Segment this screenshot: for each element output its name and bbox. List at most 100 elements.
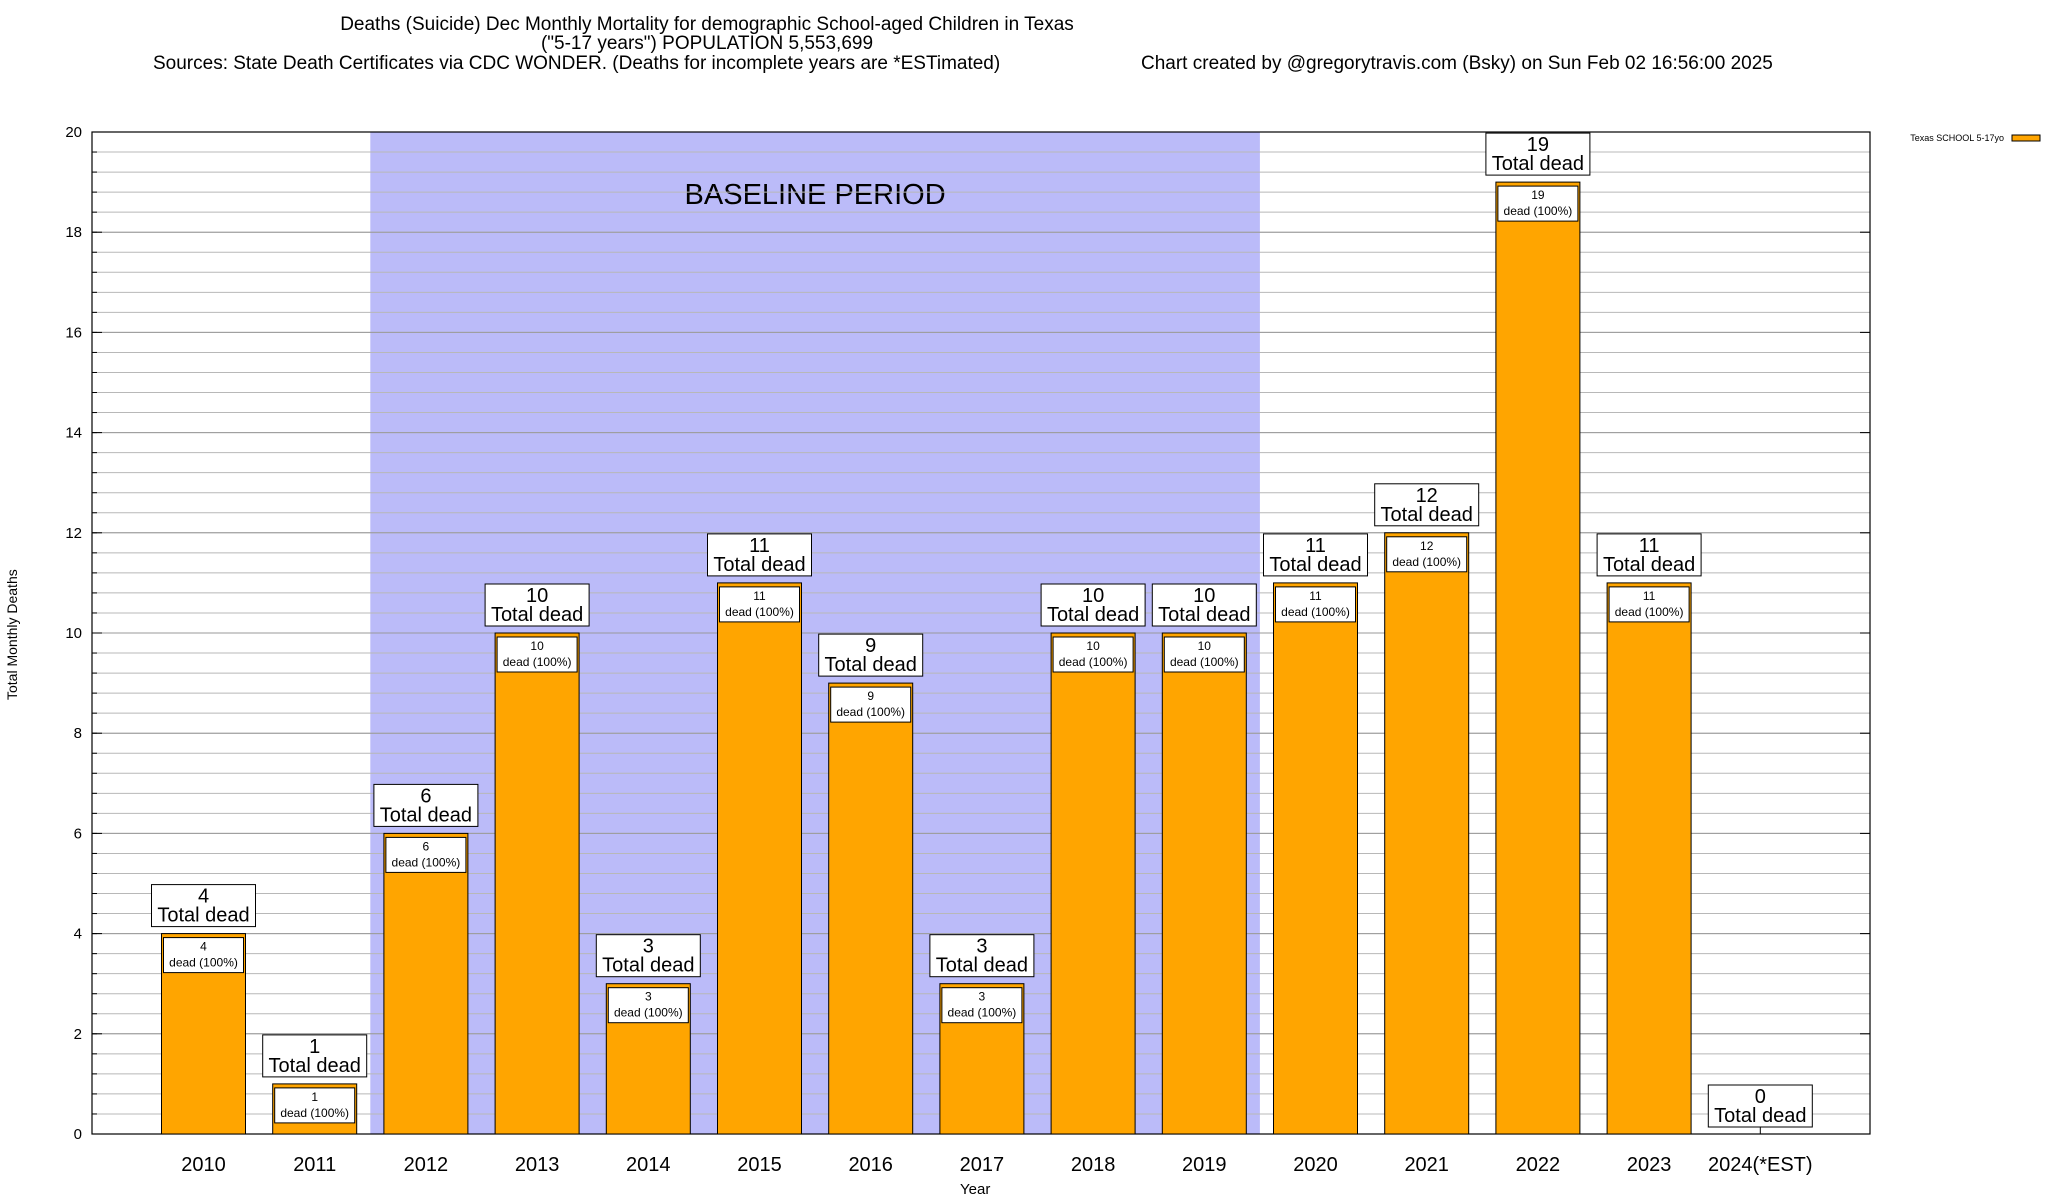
total-label-box (1485, 132, 1591, 176)
total-label-text: Total dead (936, 955, 1028, 977)
total-label-value: 10 (526, 585, 548, 607)
y-tick-label: 4 (74, 926, 82, 943)
total-label-box (373, 783, 479, 827)
y-tick-label: 12 (65, 525, 82, 542)
total-label-text: Total dead (1492, 153, 1584, 175)
inner-label-box (830, 686, 912, 723)
x-tick-label: 2012 (404, 1154, 449, 1176)
inner-label-box (607, 987, 689, 1024)
inner-label-box (1052, 636, 1134, 673)
inner-label-box (385, 836, 467, 873)
bar (1161, 632, 1247, 1135)
inner-label-value: 11 (1643, 589, 1656, 603)
inner-label-value: 10 (1086, 639, 1100, 653)
total-label-value: 4 (198, 886, 209, 908)
inner-label-box (1386, 536, 1468, 573)
total-label-box (929, 934, 1035, 978)
x-axis-label: Year (960, 1181, 991, 1198)
inner-label-value: 11 (1309, 589, 1322, 603)
inner-label-text: dead (100%) (169, 956, 238, 970)
bar (1606, 582, 1692, 1135)
bar (828, 682, 914, 1135)
bar (1273, 582, 1358, 1135)
total-label-value: 12 (1416, 485, 1438, 507)
bar (1495, 181, 1581, 1135)
x-tick-label: 2010 (181, 1154, 226, 1176)
total-label-box (595, 934, 701, 978)
total-label-text: Total dead (269, 1055, 361, 1077)
inner-label-box (1497, 185, 1579, 222)
x-tick-label: 2017 (960, 1154, 1005, 1176)
total-label-text: Total dead (602, 955, 694, 977)
bar (717, 582, 802, 1135)
inner-label-box (1275, 586, 1356, 623)
bar (383, 832, 469, 1135)
baseline-label: BASELINE PERIOD (685, 179, 946, 211)
x-tick-label: 2011 (293, 1154, 336, 1176)
x-tick-label: 2019 (1182, 1154, 1227, 1176)
y-tick-label: 18 (65, 224, 82, 241)
total-label-value: 11 (1639, 535, 1660, 557)
total-label-text: Total dead (1603, 554, 1695, 576)
inner-label-text: dead (100%) (1392, 555, 1461, 569)
inner-label-box (1163, 636, 1245, 673)
y-tick-label: 10 (65, 625, 82, 642)
inner-label-box (719, 586, 800, 623)
total-label-value: 6 (420, 785, 431, 807)
inner-label-box (1608, 586, 1690, 623)
bar (1050, 632, 1136, 1135)
inner-label-text: dead (100%) (1059, 655, 1128, 669)
total-label-text: Total dead (1269, 554, 1361, 576)
inner-label-value: 19 (1531, 188, 1545, 202)
total-label-text: Total dead (380, 804, 472, 826)
x-tick-label: 2022 (1516, 1154, 1561, 1176)
chart-subtitle: ("5-17 years") POPULATION 5,553,699 (540, 33, 874, 54)
inner-label-box (274, 1087, 356, 1124)
inner-label-value: 11 (753, 589, 766, 603)
y-tick-label: 2 (74, 1026, 82, 1043)
x-tick-label: 2014 (626, 1154, 671, 1176)
total-label-text: Total dead (1158, 604, 1250, 626)
inner-label-text: dead (100%) (725, 605, 794, 619)
inner-label-value: 10 (1198, 639, 1212, 653)
x-tick-label: 2018 (1071, 1154, 1116, 1176)
inner-label-text: dead (100%) (280, 1106, 349, 1120)
chart-sources: Sources: State Death Certificates via CD… (153, 53, 1001, 74)
inner-label-value: 1 (311, 1090, 318, 1104)
inner-label-text: dead (100%) (1504, 204, 1573, 218)
total-label-text: Total dead (1047, 604, 1139, 626)
inner-label-text: dead (100%) (836, 705, 905, 719)
y-tick-label: 8 (74, 725, 82, 742)
total-label-box (151, 884, 256, 928)
inner-label-text: dead (100%) (948, 1006, 1017, 1020)
total-label-value: 0 (1755, 1086, 1766, 1108)
total-label-value: 3 (976, 936, 987, 958)
inner-label-value: 9 (867, 689, 874, 703)
inner-label-value: 4 (200, 940, 207, 954)
inner-label-text: dead (100%) (1170, 655, 1239, 669)
total-label-box (1151, 583, 1257, 627)
inner-label-text: dead (100%) (392, 855, 461, 869)
bar (494, 632, 580, 1135)
total-label-value: 10 (1082, 585, 1104, 607)
inner-label-text: dead (100%) (1615, 605, 1684, 619)
x-tick-label: 2024(*EST) (1708, 1154, 1813, 1176)
total-label-text: Total dead (713, 554, 805, 576)
inner-label-text: dead (100%) (614, 1006, 683, 1020)
x-tick-label: 2023 (1627, 1154, 1672, 1176)
inner-label-text: dead (100%) (1281, 605, 1350, 619)
y-tick-label: 0 (74, 1126, 82, 1143)
total-label-text: Total dead (491, 604, 583, 626)
y-tick-label: 16 (65, 324, 82, 341)
total-label-box (262, 1034, 368, 1078)
total-label-box (1596, 533, 1702, 577)
total-label-value: 1 (309, 1036, 320, 1058)
total-label-value: 3 (643, 936, 654, 958)
inner-label-value: 3 (645, 990, 652, 1004)
inner-label-value: 12 (1420, 539, 1434, 553)
total-label-box (707, 533, 812, 577)
chart-credit: Chart created by @gregorytravis.com (Bsk… (1141, 53, 1773, 74)
total-label-box (1040, 583, 1146, 627)
total-label-box (1374, 483, 1480, 527)
